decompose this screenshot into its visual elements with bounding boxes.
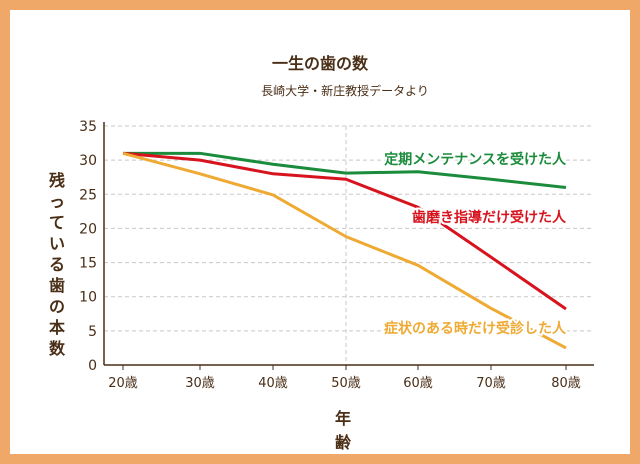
series-line bbox=[122, 151, 567, 350]
x-tick-label: 80歳 bbox=[551, 376, 581, 391]
y-axis-label: 残っている歯の本数 bbox=[48, 171, 65, 358]
x-tick-label: 40歳 bbox=[258, 376, 288, 391]
y-tick-label: 35 bbox=[79, 119, 97, 135]
x-axis-label: 年 齢 bbox=[334, 409, 396, 452]
y-tick-label: 30 bbox=[79, 153, 97, 169]
series-label: 定期メンテナンスを受けた人 bbox=[384, 151, 567, 168]
x-tick-label: 60歳 bbox=[403, 376, 433, 391]
y-tick-label: 5 bbox=[88, 324, 97, 340]
y-tick-label: 20 bbox=[79, 221, 97, 237]
x-tick-label: 30歳 bbox=[185, 376, 215, 391]
x-tick-label: 20歳 bbox=[108, 376, 138, 391]
series-label: 症状のある時だけ受診した人 bbox=[384, 320, 567, 337]
series-label: 歯磨き指導だけ受けた人 bbox=[412, 209, 567, 226]
y-tick-label: 0 bbox=[88, 358, 97, 374]
y-tick-label: 25 bbox=[79, 187, 97, 203]
series-line bbox=[122, 151, 567, 311]
y-tick-label: 15 bbox=[79, 256, 97, 272]
x-tick-label: 70歳 bbox=[476, 376, 506, 391]
chart-subtitle: 長崎大学・新庄教授データより bbox=[261, 84, 429, 98]
x-tick-label: 50歳 bbox=[331, 376, 361, 391]
chart-title: 一生の歯の数 bbox=[271, 54, 368, 73]
y-tick-label: 10 bbox=[79, 290, 97, 306]
